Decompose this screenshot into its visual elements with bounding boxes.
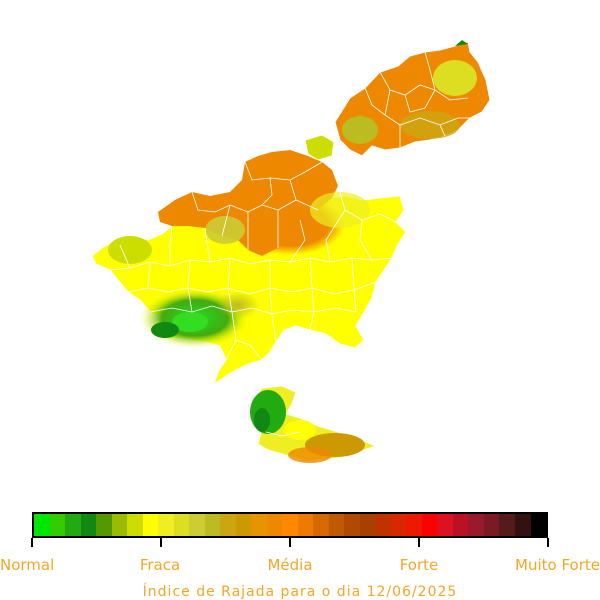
legend-swatch <box>34 514 50 536</box>
legend-swatch <box>530 514 547 536</box>
legend-swatch <box>452 514 469 536</box>
legend-swatch <box>483 514 500 536</box>
legend-tick <box>160 538 162 547</box>
legend-swatch <box>313 514 329 536</box>
legend-swatch <box>204 514 221 536</box>
legend-tick <box>289 538 291 547</box>
legend-swatch <box>328 514 345 536</box>
legend-swatch <box>220 514 236 536</box>
legend-swatch <box>251 514 267 536</box>
legend-ticks <box>31 538 549 548</box>
legend-swatch <box>142 514 159 536</box>
map-caption: Índice de Rajada para o dia 12/06/2025 <box>142 584 458 600</box>
legend-swatch <box>421 514 438 536</box>
legend-swatch <box>158 514 174 536</box>
legend-swatch <box>282 514 298 536</box>
legend-swatch <box>127 514 143 536</box>
legend-swatch <box>344 514 360 536</box>
region-south <box>250 385 378 463</box>
legend-swatch <box>80 514 97 536</box>
legend-swatch <box>173 514 190 536</box>
legend-label-normal: Normal <box>0 556 55 574</box>
legend-swatch <box>297 514 314 536</box>
region-northeast <box>334 40 491 157</box>
gust-index-map <box>91 40 491 463</box>
legend-swatch <box>437 514 453 536</box>
legend-swatch <box>468 514 484 536</box>
legend-swatch <box>111 514 128 536</box>
legend-swatch <box>375 514 391 536</box>
legend-swatch <box>189 514 205 536</box>
legend-label-muito-forte: Muito Forte <box>515 556 600 574</box>
legend-swatch <box>235 514 252 536</box>
legend-swatch <box>49 514 66 536</box>
legend-tick <box>31 538 33 547</box>
legend-swatch <box>65 514 81 536</box>
legend-swatch <box>96 514 112 536</box>
region-island <box>304 134 335 161</box>
legend-swatch <box>390 514 407 536</box>
legend-swatch <box>359 514 376 536</box>
region-central <box>91 149 407 386</box>
legend-swatch <box>406 514 422 536</box>
legend-tick <box>547 538 549 547</box>
legend-label-media: Média <box>267 556 313 574</box>
legend-swatch <box>514 514 531 536</box>
legend-label-fraca: Fraca <box>139 556 181 574</box>
legend-colorbar <box>32 512 548 538</box>
legend-tick <box>418 538 420 547</box>
legend-swatch <box>499 514 515 536</box>
legend-swatch <box>266 514 283 536</box>
legend-label-forte: Forte <box>399 556 439 574</box>
